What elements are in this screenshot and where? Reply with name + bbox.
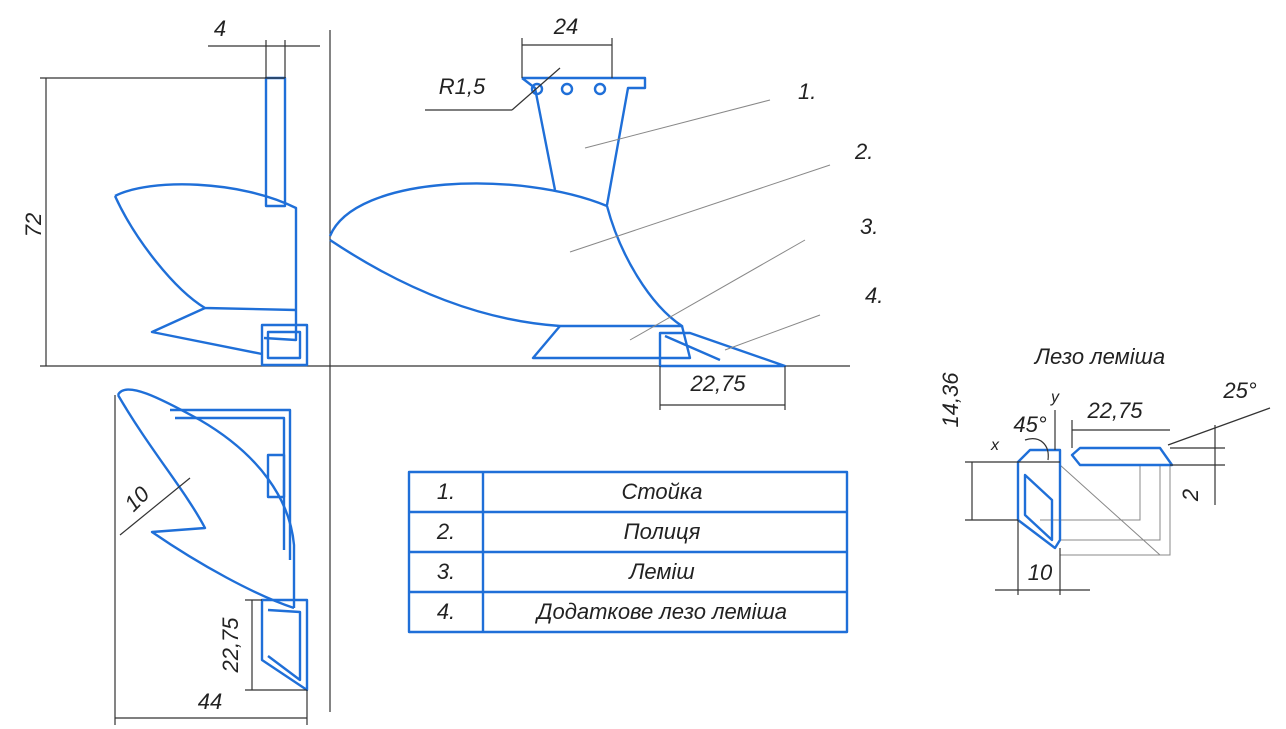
dim-label: 22,75 [218, 617, 243, 674]
drawing-path [660, 333, 785, 366]
drawing-line [1168, 408, 1270, 445]
drawing-path [115, 196, 296, 310]
detail-title: Лезо леміша [1033, 344, 1165, 369]
table-cell: 2. [436, 519, 455, 544]
callout: 4. [865, 283, 883, 308]
table-cell: 3. [437, 559, 455, 584]
dim-label: 24 [553, 14, 578, 39]
dim-label: 25° [1222, 378, 1256, 403]
side-view: 4 72 [21, 16, 320, 366]
drawing-line [570, 165, 830, 252]
drawing-path [522, 78, 645, 205]
dim-label: 22,75 [1086, 398, 1143, 423]
table-cell: 1. [437, 479, 455, 504]
table-cell: 4. [437, 599, 455, 624]
callout: 1. [798, 79, 816, 104]
dim-label: 72 [21, 213, 46, 237]
dim-label: 44 [198, 689, 222, 714]
dim-label: 4 [214, 16, 226, 41]
table-cell: Стойка [621, 479, 702, 504]
drawing-line [725, 315, 820, 350]
drawing-path [533, 326, 690, 358]
table-cell: Леміш [627, 559, 694, 584]
drawing-path [152, 308, 262, 354]
dim-label: 22,75 [689, 371, 746, 396]
drawing-line [630, 240, 805, 340]
dim-label: 10 [1028, 560, 1053, 585]
drawing-path [330, 183, 682, 326]
drawing-circle [562, 84, 572, 94]
drawing-path [1072, 448, 1172, 465]
drawing-rect [266, 78, 285, 206]
drawing-circle [595, 84, 605, 94]
table-cell: Додаткове лезо леміша [534, 599, 787, 624]
detail-view: Лезо леміша 14,36 y x 45° 22,75 25° 2 10 [938, 344, 1270, 595]
drawing-path [262, 600, 307, 690]
drawing: 4 72 24 R1,5 22,75 1. 2. 3. 4. [0, 0, 1286, 729]
dim-label: R1,5 [439, 74, 486, 99]
dim-label: 45° [1013, 412, 1046, 437]
top-view: 44 22,75 10 [115, 389, 307, 725]
axis-label: y [1050, 389, 1060, 406]
axis-label: x [990, 437, 1000, 454]
front-view: 24 R1,5 22,75 1. 2. 3. 4. [330, 14, 883, 410]
parts-table: 1. Стойка 2. Полиця 3. Леміш 4. Додатков… [409, 472, 847, 632]
table-cell: Полиця [624, 519, 701, 544]
callout: 2. [854, 139, 873, 164]
dim-label: 14,36 [938, 372, 963, 428]
drawing-path [1018, 450, 1060, 548]
drawing-line [585, 100, 770, 148]
dim-label: 2 [1178, 489, 1203, 502]
drawing-path [115, 184, 296, 340]
drawing-line [512, 68, 560, 110]
callout: 3. [860, 214, 878, 239]
